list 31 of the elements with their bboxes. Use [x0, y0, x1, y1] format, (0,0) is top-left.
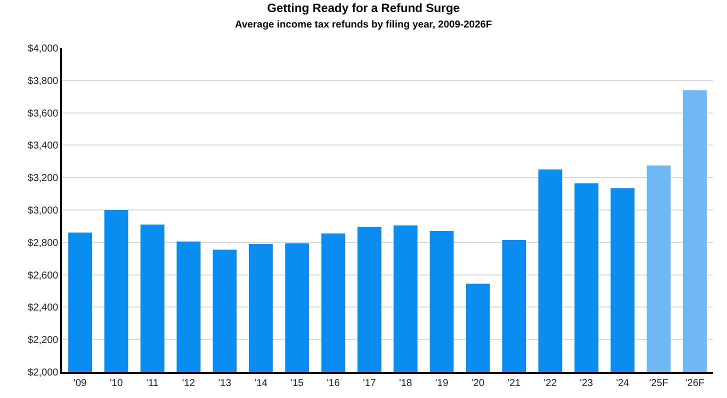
y-tick-label: $3,400: [28, 140, 59, 152]
x-tick-label: '24: [616, 378, 630, 389]
x-tick-label: '15: [290, 378, 304, 389]
chart-subtitle: Average income tax refunds by filing year, 2009-2026F: [235, 20, 492, 31]
y-tick-label: $2,400: [28, 302, 59, 314]
y-tick-label: $4,000: [28, 44, 59, 54]
x-tick-label: '18: [399, 378, 413, 389]
y-tick-label: $2,600: [28, 270, 59, 282]
x-tick-label: '22: [544, 378, 558, 389]
x-tick-label: '21: [508, 378, 522, 389]
x-tick-label: '11: [146, 378, 159, 389]
x-tick-label: '13: [218, 378, 232, 389]
x-tick-label: '19: [435, 378, 449, 389]
chart-title: Getting Ready for a Refund Surge: [267, 0, 460, 15]
y-tick-label: $3,600: [28, 108, 59, 120]
x-tick-label: '16: [326, 378, 340, 389]
x-tick-label: '09: [74, 378, 88, 389]
x-tick-label: '26F: [685, 378, 704, 389]
x-tick-label: '10: [110, 378, 124, 389]
x-tick-label: '14: [254, 378, 268, 389]
y-tick-label: $3,200: [28, 173, 59, 184]
y-tick-label: $2,200: [28, 335, 59, 346]
x-tick-label: '17: [362, 378, 376, 389]
x-tick-label: '12: [182, 378, 196, 389]
y-tick-label: $2,000: [28, 368, 59, 378]
y-tick-label: $3,000: [28, 206, 59, 216]
x-tick-label: '20: [471, 378, 485, 389]
y-tick-label: $3,800: [28, 76, 59, 87]
x-tick-label: '23: [580, 378, 594, 389]
y-tick-label: $2,800: [28, 238, 59, 249]
x-tick-label: '25F: [649, 378, 668, 389]
